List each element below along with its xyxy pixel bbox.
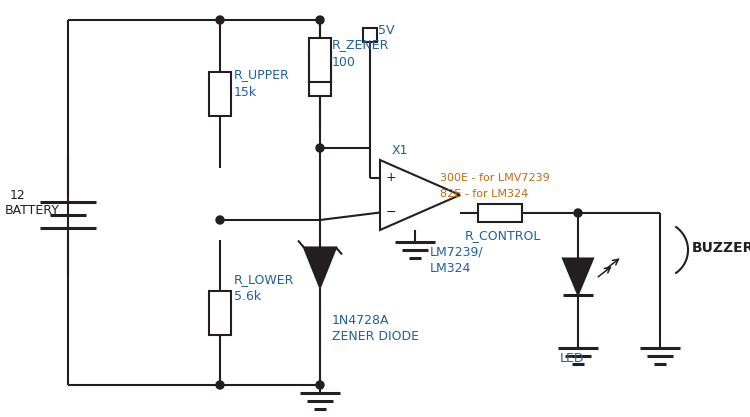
- Text: 15k: 15k: [234, 85, 257, 98]
- Bar: [363, 28, 377, 42]
- Bar: [478, 204, 522, 222]
- Text: LED: LED: [560, 352, 584, 364]
- Circle shape: [316, 16, 324, 24]
- Bar: [309, 52, 331, 96]
- Text: R_LOWER: R_LOWER: [234, 274, 294, 286]
- Text: R_ZENER: R_ZENER: [332, 38, 389, 52]
- Text: 5.6k: 5.6k: [234, 289, 261, 302]
- Circle shape: [316, 381, 324, 389]
- Text: R_CONTROL: R_CONTROL: [465, 229, 542, 243]
- Text: X1: X1: [392, 143, 409, 156]
- Circle shape: [216, 216, 224, 224]
- Text: BUZZER: BUZZER: [692, 241, 750, 255]
- Text: 82E - for LM324: 82E - for LM324: [440, 189, 528, 199]
- Text: 1N4728A: 1N4728A: [332, 314, 389, 327]
- Bar: [209, 72, 231, 116]
- Text: 100: 100: [332, 55, 356, 68]
- Text: 12: 12: [10, 188, 26, 201]
- Polygon shape: [563, 259, 593, 294]
- Text: LM7239/: LM7239/: [430, 246, 484, 259]
- Text: ZENER DIODE: ZENER DIODE: [332, 331, 419, 344]
- Polygon shape: [304, 248, 336, 287]
- Bar: [309, 38, 331, 82]
- Circle shape: [216, 381, 224, 389]
- Text: LM324: LM324: [430, 261, 471, 274]
- Text: BATTERY: BATTERY: [5, 203, 60, 216]
- Text: +: +: [386, 171, 397, 184]
- Circle shape: [216, 16, 224, 24]
- Circle shape: [316, 144, 324, 152]
- Bar: [209, 291, 231, 334]
- Text: −: −: [386, 206, 397, 219]
- Text: 5V: 5V: [378, 23, 394, 37]
- Circle shape: [574, 209, 582, 217]
- Text: 300E - for LMV7239: 300E - for LMV7239: [440, 173, 550, 183]
- Text: R_UPPER: R_UPPER: [234, 68, 290, 81]
